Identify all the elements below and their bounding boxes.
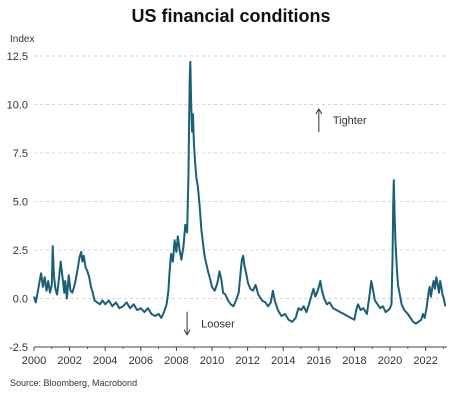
y-tick-label: 12.5 bbox=[7, 51, 28, 63]
x-tick-label: 2018 bbox=[342, 355, 366, 367]
x-tick-label: 2014 bbox=[271, 355, 295, 367]
y-axis-label: Index bbox=[10, 34, 34, 45]
x-tick-label: 2022 bbox=[413, 355, 437, 367]
annotation-down: Looser bbox=[183, 311, 235, 336]
series-lines bbox=[33, 60, 447, 325]
annotations: Tighter Looser bbox=[183, 108, 367, 336]
x-tick-label: 2004 bbox=[93, 355, 117, 367]
series-line bbox=[33, 60, 447, 325]
annotation-label: Looser bbox=[201, 319, 235, 331]
y-tick-label: 10.0 bbox=[7, 100, 28, 112]
source-note: Source: Bloomberg, Macrobond bbox=[10, 378, 138, 388]
y-tick-label: -2.5 bbox=[9, 342, 28, 354]
chart-title: US financial conditions bbox=[131, 6, 331, 26]
x-tick-label: 2016 bbox=[307, 355, 331, 367]
x-tick-label: 2008 bbox=[164, 355, 188, 367]
arrow-head-icon bbox=[183, 329, 191, 336]
x-tick-label: 2006 bbox=[129, 355, 153, 367]
y-tick-label: 7.5 bbox=[13, 148, 28, 160]
annotation-label: Tighter bbox=[333, 115, 367, 127]
x-tick-label: 2010 bbox=[200, 355, 224, 367]
annotation-up: Tighter bbox=[315, 108, 367, 133]
x-tick-label: 2000 bbox=[22, 355, 46, 367]
axes: -2.5 0.0 2.5 5.0 7.5 10.0 12.5 2000 2002 2004 2006… bbox=[7, 51, 447, 367]
arrow-head-icon bbox=[315, 108, 323, 115]
y-tick-label: 5.0 bbox=[13, 197, 28, 209]
y-tick-label: 2.5 bbox=[13, 245, 28, 257]
x-tick-label: 2002 bbox=[57, 355, 81, 367]
x-tick-label: 2020 bbox=[378, 355, 402, 367]
x-tick-label: 2012 bbox=[235, 355, 259, 367]
grid-lines bbox=[34, 55, 447, 348]
y-tick-label: 0.0 bbox=[13, 294, 28, 306]
